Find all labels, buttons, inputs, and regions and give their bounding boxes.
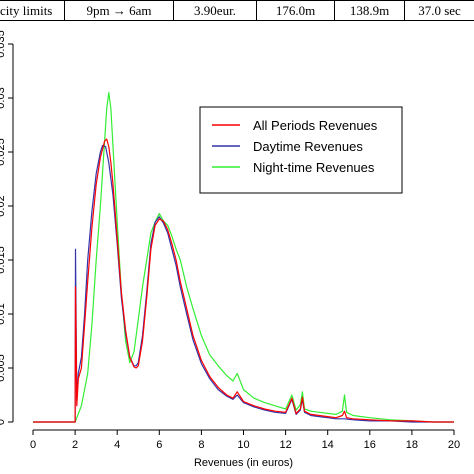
x-tick-label: 8 xyxy=(198,439,204,451)
y-tick-label: 0.01 xyxy=(0,303,7,324)
y-tick-label: 0.015 xyxy=(0,246,7,274)
table-cell-price: 3.90eur. xyxy=(194,3,236,18)
legend-label-0: All Periods Revenues xyxy=(253,118,378,133)
chart-axes: 0 2 4 6 8 10 12 14 16 18 20 0 0.005 0.01 0.015 0.02 0.02… xyxy=(0,30,460,469)
table-separator xyxy=(334,1,335,20)
y-tick-label: 0.02 xyxy=(0,195,7,216)
y-tick-label: 0.03 xyxy=(0,87,7,108)
series-line-0 xyxy=(33,138,454,423)
chart-series xyxy=(33,91,454,423)
table-top-rule xyxy=(0,0,474,1)
legend-label-1: Daytime Revenues xyxy=(253,139,363,154)
y-tick-label: 0 xyxy=(0,419,7,425)
x-tick-label: 12 xyxy=(279,439,291,451)
x-tick-label: 18 xyxy=(406,439,418,451)
table-bottom-rule xyxy=(0,20,474,21)
table-separator xyxy=(64,1,65,20)
x-axis-title: Revenues (in euros) xyxy=(194,457,293,469)
legend-label-2: Night-time Revenues xyxy=(253,160,375,175)
table-row-strip: city limits 9pm → 6am 3.90eur. 176.0m 13… xyxy=(0,0,474,22)
x-tick-label: 10 xyxy=(237,439,249,451)
x-tick-label: 0 xyxy=(30,439,36,451)
y-tick-label: 0.005 xyxy=(0,354,7,382)
x-tick-label: 16 xyxy=(364,439,376,451)
legend-box xyxy=(199,106,403,194)
x-tick-label: 14 xyxy=(322,439,334,451)
table-cell-distance-a: 176.0m xyxy=(275,3,316,18)
table-separator xyxy=(404,1,405,20)
x-tick-label: 2 xyxy=(72,439,78,451)
x-tick-label: 20 xyxy=(448,439,460,451)
table-cell-distance-b: 138.9m xyxy=(349,3,390,18)
table-cell-hours: 9pm → 6am xyxy=(86,3,152,18)
x-tick-label: 4 xyxy=(114,439,120,451)
table-cell-area: city limits xyxy=(0,3,53,18)
y-tick-label: 0.025 xyxy=(0,138,7,166)
chart-legend: All Periods Revenues Daytime Revenues Nigh… xyxy=(199,106,403,194)
x-tick-label: 6 xyxy=(156,439,162,451)
table-separator xyxy=(173,1,174,20)
series-line-2 xyxy=(33,91,454,423)
table-separator xyxy=(256,1,257,20)
y-tick-label: 0.035 xyxy=(0,30,7,58)
series-line-1 xyxy=(33,144,454,423)
table-cell-duration: 37.0 sec xyxy=(418,3,461,18)
revenue-density-chart: 0 2 4 6 8 10 12 14 16 18 20 0 0.005 0.01 0.015 0.02 0.02… xyxy=(0,30,460,469)
